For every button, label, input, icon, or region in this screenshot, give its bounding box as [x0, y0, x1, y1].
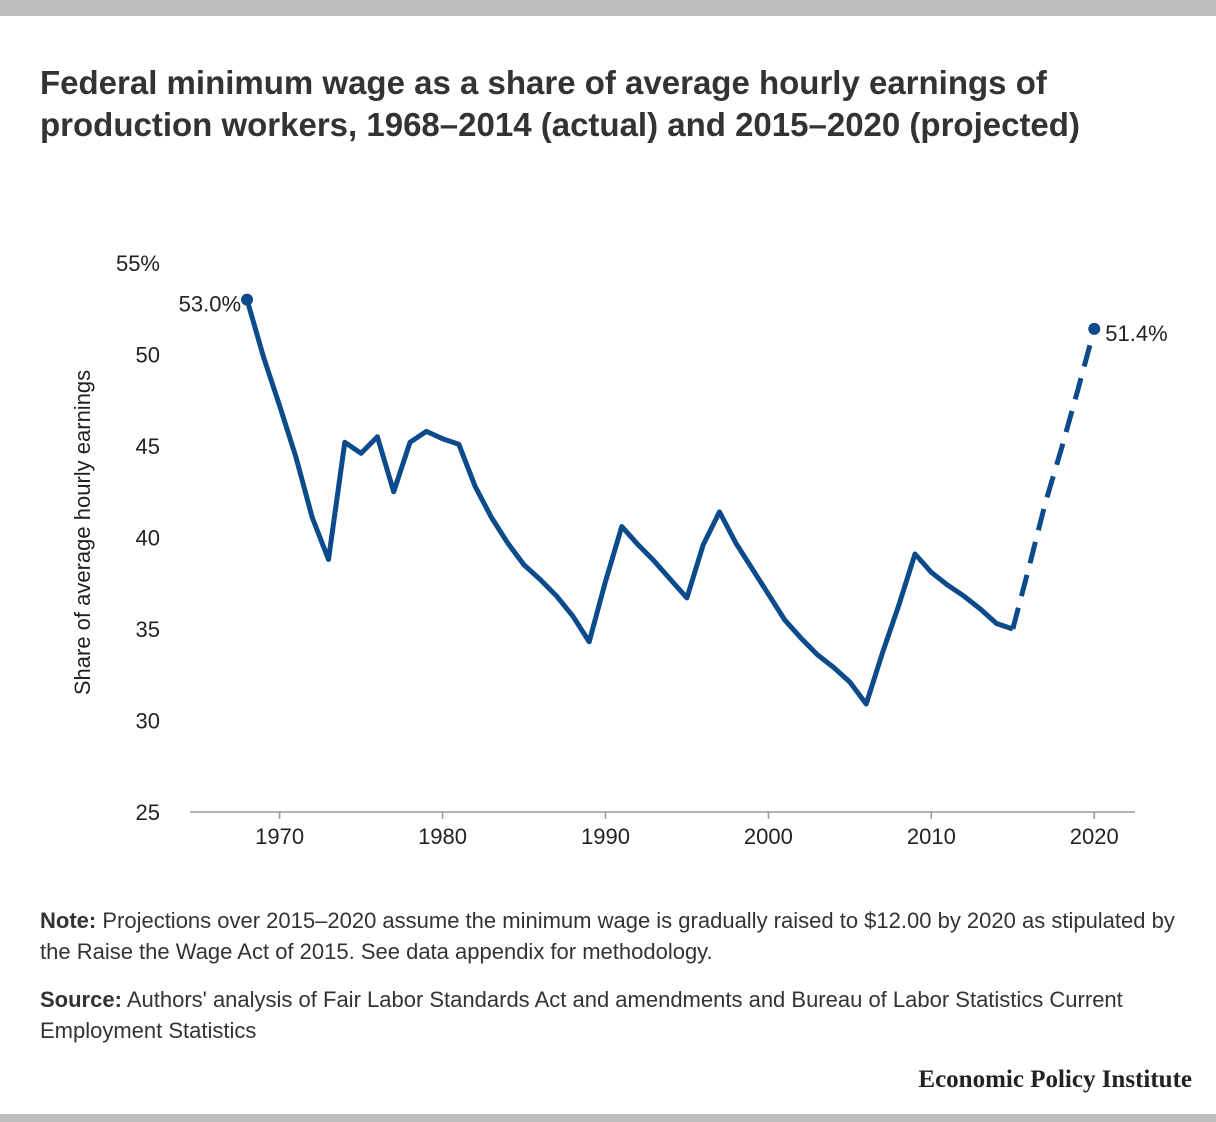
y-tick-label-45: 45 — [136, 434, 160, 459]
epi-logo-wordmark: Economic Policy Institute — [918, 1066, 1192, 1093]
line-chart: 1970 1980 1990 2000 2010 2020 25 30 35 40 45 50 55% S… — [70, 251, 1168, 849]
x-tick-label-2010: 2010 — [907, 824, 956, 849]
x-tick-label-2000: 2000 — [744, 824, 793, 849]
y-tick-label-35: 35 — [136, 617, 160, 642]
data-label-2020: 51.4% — [1105, 321, 1167, 346]
source-label: Source: — [40, 987, 122, 1012]
y-tick-label-40: 40 — [136, 526, 160, 551]
top-border — [0, 0, 1216, 16]
chart-source: Source: Authors' analysis of Fair Labor … — [40, 984, 1190, 1046]
source-text: Authors' analysis of Fair Labor Standard… — [40, 987, 1123, 1043]
data-point-marker-2020 — [1088, 322, 1101, 335]
x-tick-label-1990: 1990 — [581, 824, 630, 849]
y-tick-label-50: 50 — [136, 343, 160, 368]
note-text: Projections over 2015–2020 assume the mi… — [40, 908, 1175, 964]
y-tick-label-25: 25 — [136, 800, 160, 825]
data-point-marker-1968 — [241, 293, 254, 306]
x-tick-label-1980: 1980 — [418, 824, 467, 849]
projected-series-line — [1010, 328, 1097, 630]
actual-series-line — [244, 298, 1014, 707]
chart-title: Federal minimum wage as a share of avera… — [40, 64, 1080, 143]
x-tick-label-2020: 2020 — [1070, 824, 1119, 849]
y-tick-label-30: 30 — [136, 709, 160, 734]
chart-note: Note: Projections over 2015–2020 assume … — [40, 905, 1190, 967]
x-tick-label-1970: 1970 — [255, 824, 304, 849]
y-tick-label-55: 55% — [116, 251, 160, 276]
bottom-border — [0, 1114, 1216, 1122]
y-axis-title: Share of average hourly earnings — [70, 370, 95, 695]
note-label: Note: — [40, 908, 97, 933]
data-label-1968: 53.0% — [179, 292, 241, 317]
